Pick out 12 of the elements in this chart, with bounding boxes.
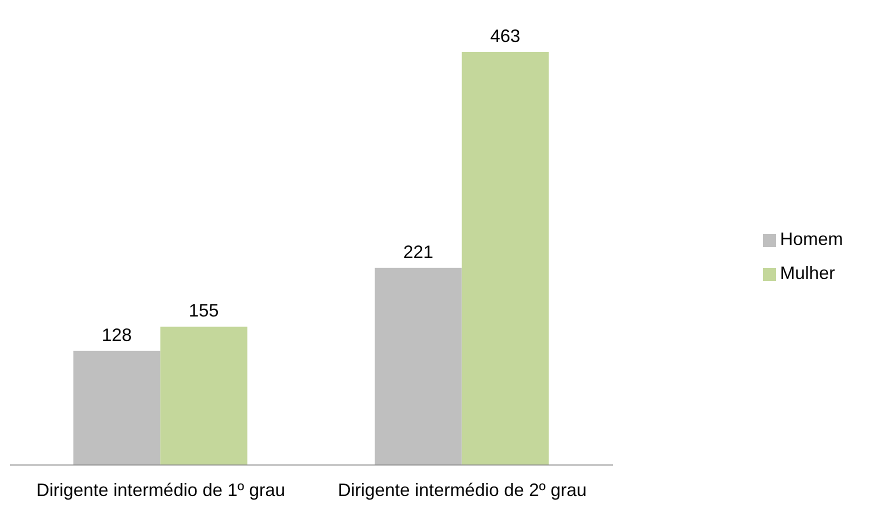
data-label: 221 [403,242,434,262]
data-label: 155 [188,300,219,321]
data-label: 463 [490,26,520,46]
bar [374,268,462,465]
legend-label: Mulher [780,263,836,283]
bar [160,326,248,465]
x-tick-label: Dirigente intermédio de 2º grau [338,480,587,500]
data-label: 128 [102,324,132,345]
legend-label: Homem [780,229,844,249]
x-tick-label: Dirigente intermédio de 1º grau [36,480,286,500]
bar [462,52,549,465]
bar [73,350,160,465]
